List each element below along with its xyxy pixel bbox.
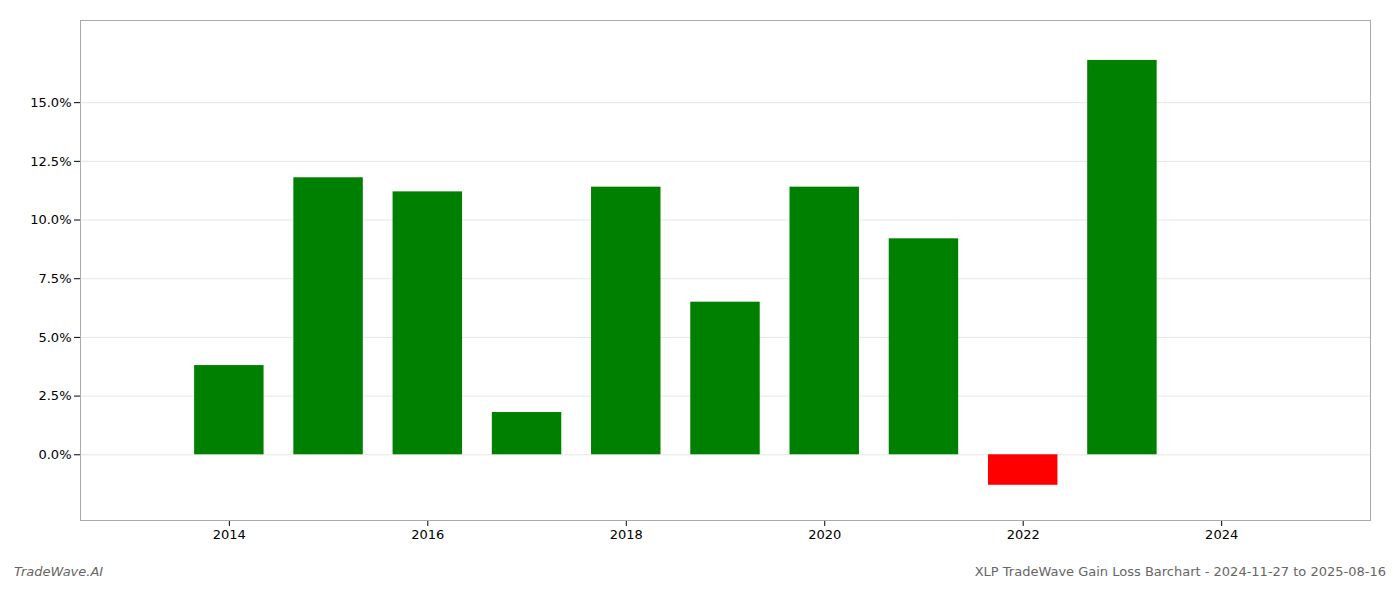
svg-text:15.0%: 15.0% <box>30 95 71 110</box>
svg-text:5.0%: 5.0% <box>38 330 71 345</box>
svg-text:2024: 2024 <box>1205 527 1238 542</box>
svg-text:7.5%: 7.5% <box>38 271 71 286</box>
svg-text:0.0%: 0.0% <box>38 447 71 462</box>
svg-text:2014: 2014 <box>213 527 246 542</box>
html-text:TradeWave.AI: TradeWave.AI <box>14 564 104 579</box>
svg-text:2018: 2018 <box>610 527 643 542</box>
svg-text:10.0%: 10.0% <box>30 212 71 227</box>
svg-text:12.5%: 12.5% <box>30 154 71 169</box>
html-text:XLP TradeWave Gain Loss Barcha: XLP TradeWave Gain Loss Barchart - 2024-… <box>974 564 1386 579</box>
svg-text:2.5%: 2.5% <box>38 388 71 403</box>
svg-text:2016: 2016 <box>411 527 444 542</box>
svg-text:2020: 2020 <box>808 527 841 542</box>
svg-text:2022: 2022 <box>1007 527 1040 542</box>
